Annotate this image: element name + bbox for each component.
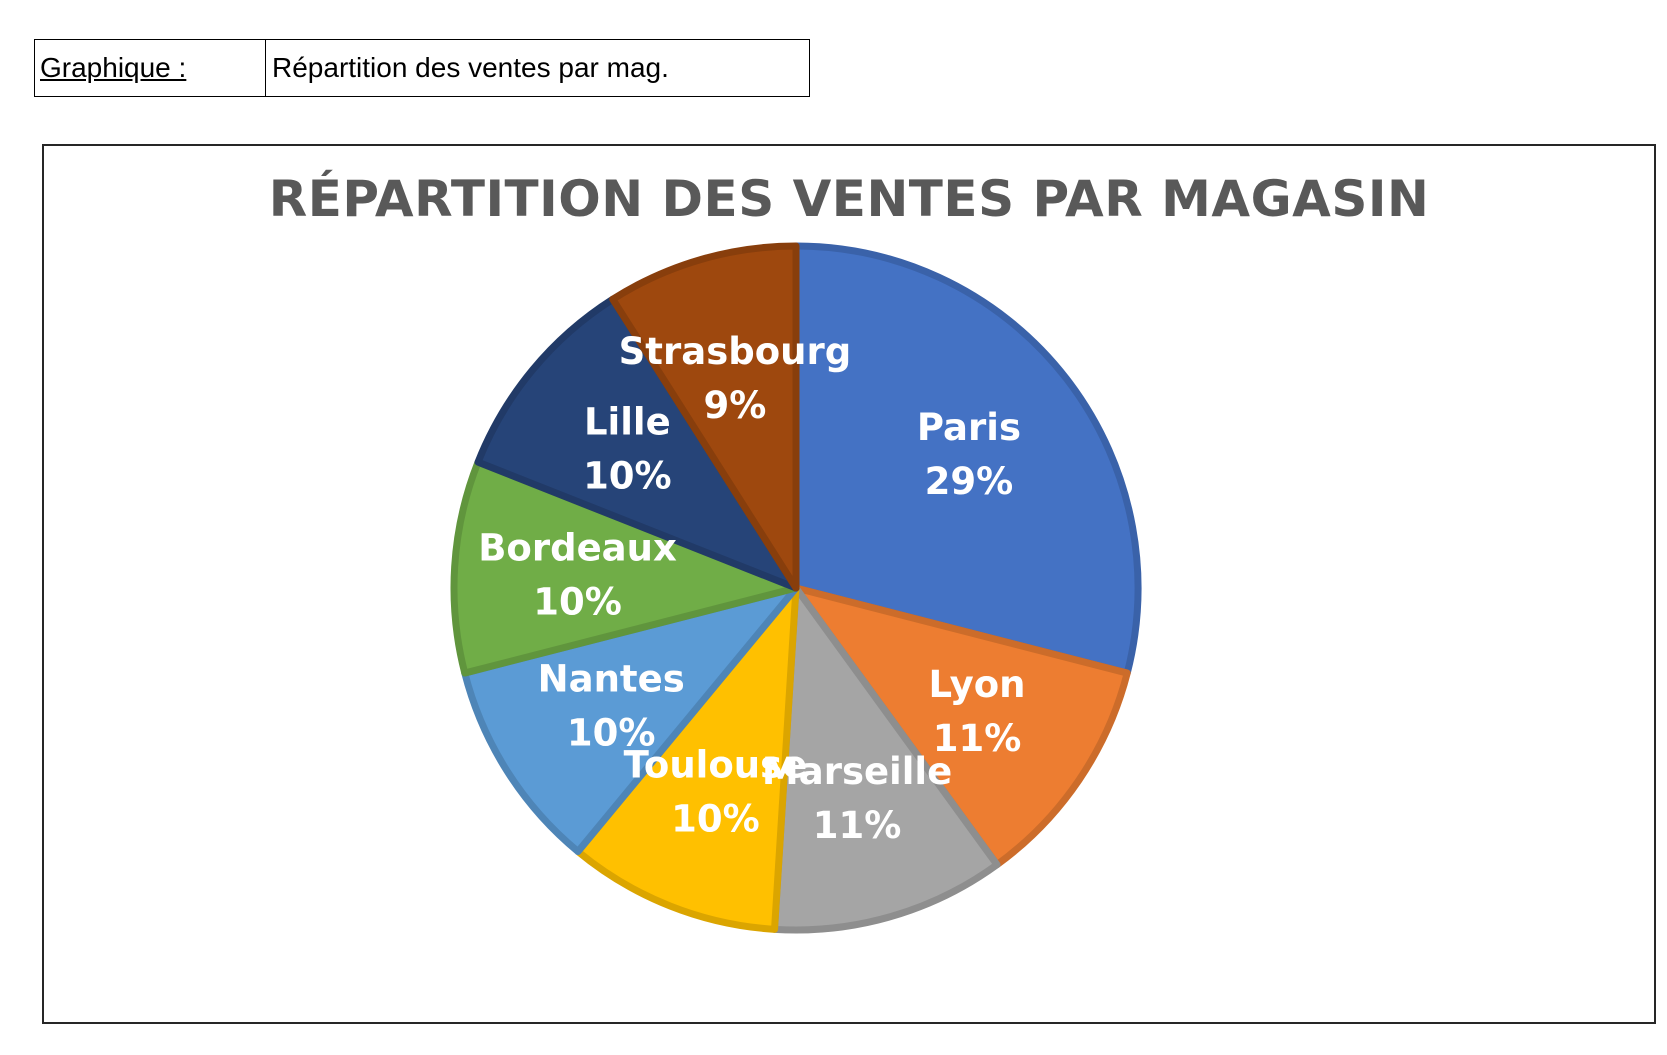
pie-slice-bordeaux[interactable] (450, 458, 800, 677)
pie-chart[interactable]: Paris29%Lyon11%Marseille11%Toulouse10%Na… (44, 146, 1654, 1022)
pie-slice-lyon[interactable] (792, 584, 1131, 869)
pie-slice-lille[interactable] (474, 295, 800, 592)
chart-info-table: Graphique : Répartition des ventes par m… (34, 39, 810, 97)
slice-percent-label: 10% (671, 798, 760, 841)
pie-slice-paris[interactable] (792, 242, 1142, 677)
slice-percent-label: 10% (567, 711, 656, 754)
chart-title: RÉPARTITION DES VENTES PAR MAGASIN (268, 170, 1430, 228)
slice-percent-label: 29% (925, 460, 1014, 503)
slice-category-label: Strasbourg (619, 330, 852, 373)
slice-category-label: Toulouse (624, 744, 808, 787)
pie-slice-toulouse[interactable] (574, 584, 800, 933)
chart-info-label: Graphique : (35, 40, 266, 96)
slice-percent-label: 10% (533, 580, 622, 623)
chart-area[interactable]: RÉPARTITION DES VENTES PAR MAGASIN Paris… (42, 144, 1656, 1024)
slice-percent-label: 9% (704, 384, 767, 427)
chart-info-value: Répartition des ventes par mag. (272, 52, 669, 83)
slice-percent-label: 11% (813, 804, 902, 847)
slice-category-label: Paris (917, 406, 1021, 449)
slice-category-label: Bordeaux (478, 526, 677, 569)
pie-slice-marseille[interactable] (771, 584, 1001, 934)
slice-category-label: Marseille (762, 750, 952, 793)
slice-percent-label: 10% (583, 454, 672, 497)
slice-category-label: Lyon (929, 663, 1026, 706)
slice-category-label: Lille (584, 400, 671, 443)
pie-slice-strasbourg[interactable] (609, 242, 800, 592)
slice-category-label: Nantes (538, 657, 685, 700)
slice-percent-label: 11% (933, 717, 1022, 760)
